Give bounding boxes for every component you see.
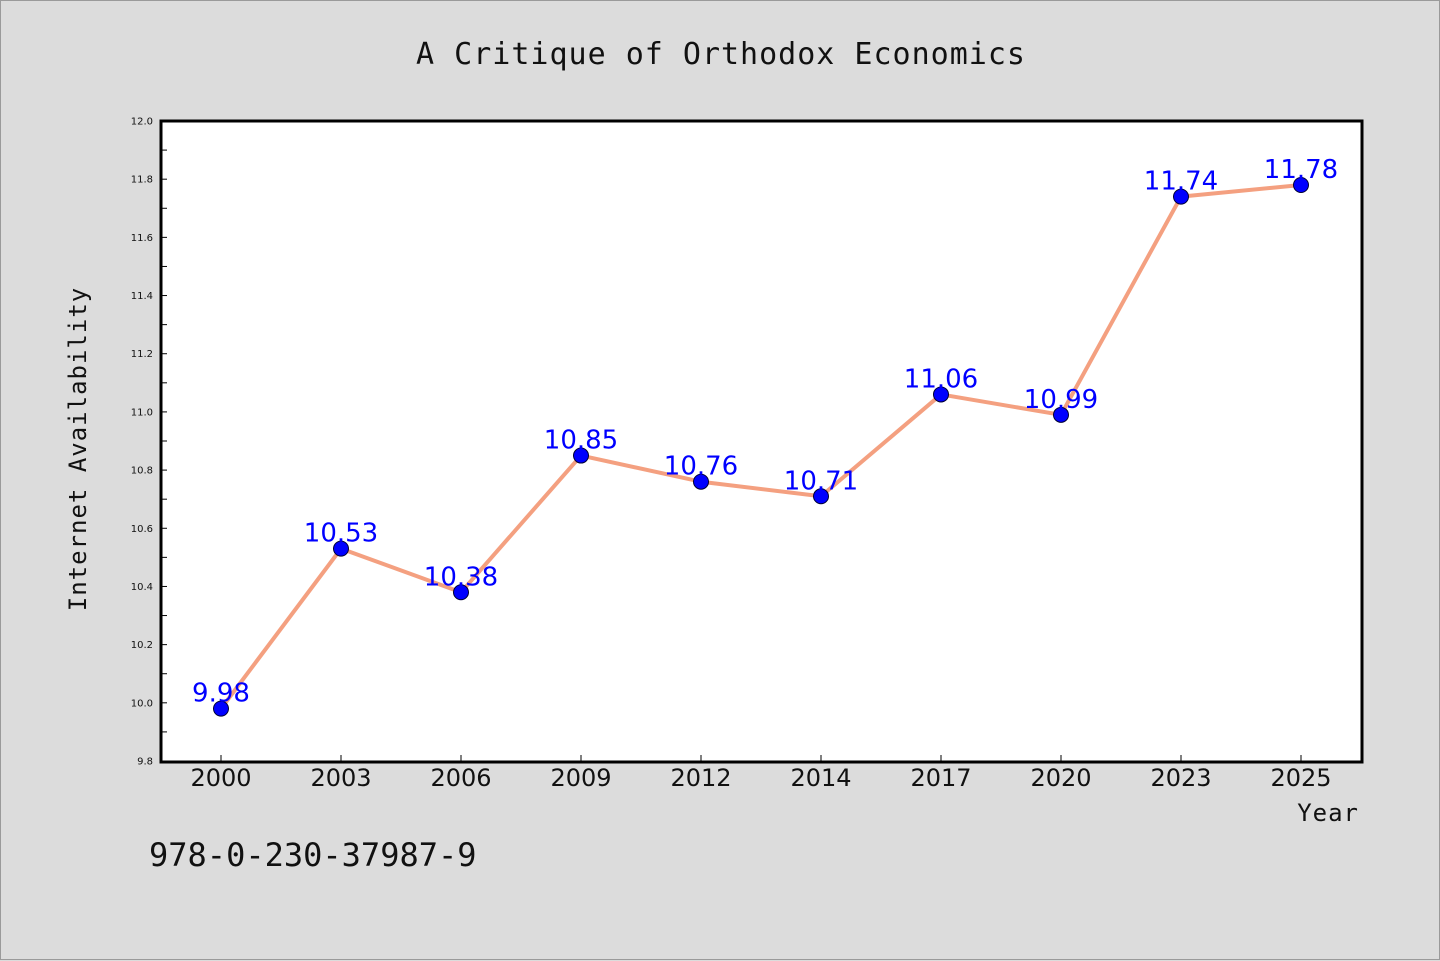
data-label: 10.85 bbox=[544, 426, 618, 456]
x-axis-label: Year bbox=[1297, 799, 1359, 827]
data-point-marker bbox=[573, 447, 589, 464]
x-tick-label: 2000 bbox=[190, 764, 251, 792]
data-point-marker bbox=[1293, 177, 1309, 193]
y-tick-label: 11.6 bbox=[131, 233, 153, 244]
y-tick-label: 9.8 bbox=[137, 757, 153, 768]
x-tick-label: 2006 bbox=[430, 764, 491, 792]
data-label: 10.99 bbox=[1024, 385, 1098, 415]
y-axis-label: Internet Availability bbox=[64, 287, 92, 611]
data-label: 11.06 bbox=[904, 364, 978, 394]
x-tick-label: 2009 bbox=[550, 764, 611, 792]
data-label: 10.71 bbox=[784, 466, 858, 496]
data-label: 9.98 bbox=[192, 679, 250, 709]
data-label: 10.76 bbox=[664, 452, 738, 482]
y-tick-label: 10.2 bbox=[131, 640, 153, 651]
x-tick-label: 2012 bbox=[670, 764, 731, 792]
plot-area bbox=[159, 119, 1364, 764]
marker-layer bbox=[213, 177, 1309, 717]
isbn-text: 978-0-230-37987-9 bbox=[149, 836, 477, 874]
data-point-marker bbox=[933, 386, 949, 403]
data-label-layer: 9.98 10.53 10.38 10.85 10.76 10.71 11.06 10.99 1… bbox=[192, 155, 1338, 709]
data-point-marker bbox=[813, 488, 829, 505]
data-point-marker bbox=[333, 540, 349, 557]
y-tick-label: 10.8 bbox=[131, 466, 153, 477]
x-tick-label: 2023 bbox=[1150, 764, 1211, 792]
data-label: 10.38 bbox=[424, 562, 498, 592]
data-label: 10.53 bbox=[304, 519, 378, 549]
y-tick-label: 12.0 bbox=[131, 117, 153, 128]
x-axis: 2000 2003 2006 2009 2012 2014 2017 2020 2023 2025 bbox=[190, 755, 1332, 792]
y-tick-label: 10.0 bbox=[131, 698, 153, 709]
data-point-marker bbox=[213, 700, 229, 717]
y-tick-label: 11.4 bbox=[131, 291, 153, 302]
data-point-marker bbox=[1053, 406, 1069, 423]
data-point-marker bbox=[453, 584, 469, 601]
y-tick-label: 10.6 bbox=[131, 524, 153, 535]
x-tick-label: 2025 bbox=[1270, 764, 1331, 792]
series-line bbox=[219, 183, 1303, 711]
y-tick-label: 11.0 bbox=[131, 407, 153, 418]
chart-title: A Critique of Orthodox Economics bbox=[416, 37, 1026, 72]
data-point-marker bbox=[693, 473, 709, 490]
y-tick-label: 11.8 bbox=[131, 175, 153, 186]
x-tick-label: 2003 bbox=[310, 764, 371, 792]
y-axis: 9.8 10.0 10.2 10.4 10.6 10.8 11.0 11.2 11.4 11.6 1… bbox=[131, 117, 167, 768]
x-tick-label: 2020 bbox=[1030, 764, 1091, 792]
y-tick-label: 10.4 bbox=[131, 582, 153, 593]
x-tick-label: 2014 bbox=[790, 764, 851, 792]
series-layer bbox=[219, 183, 1303, 711]
data-label: 11.74 bbox=[1144, 167, 1218, 197]
x-tick-label: 2017 bbox=[910, 764, 971, 792]
data-point-marker bbox=[1173, 188, 1189, 205]
y-tick-label: 11.2 bbox=[131, 349, 153, 360]
data-label: 11.78 bbox=[1264, 155, 1338, 185]
